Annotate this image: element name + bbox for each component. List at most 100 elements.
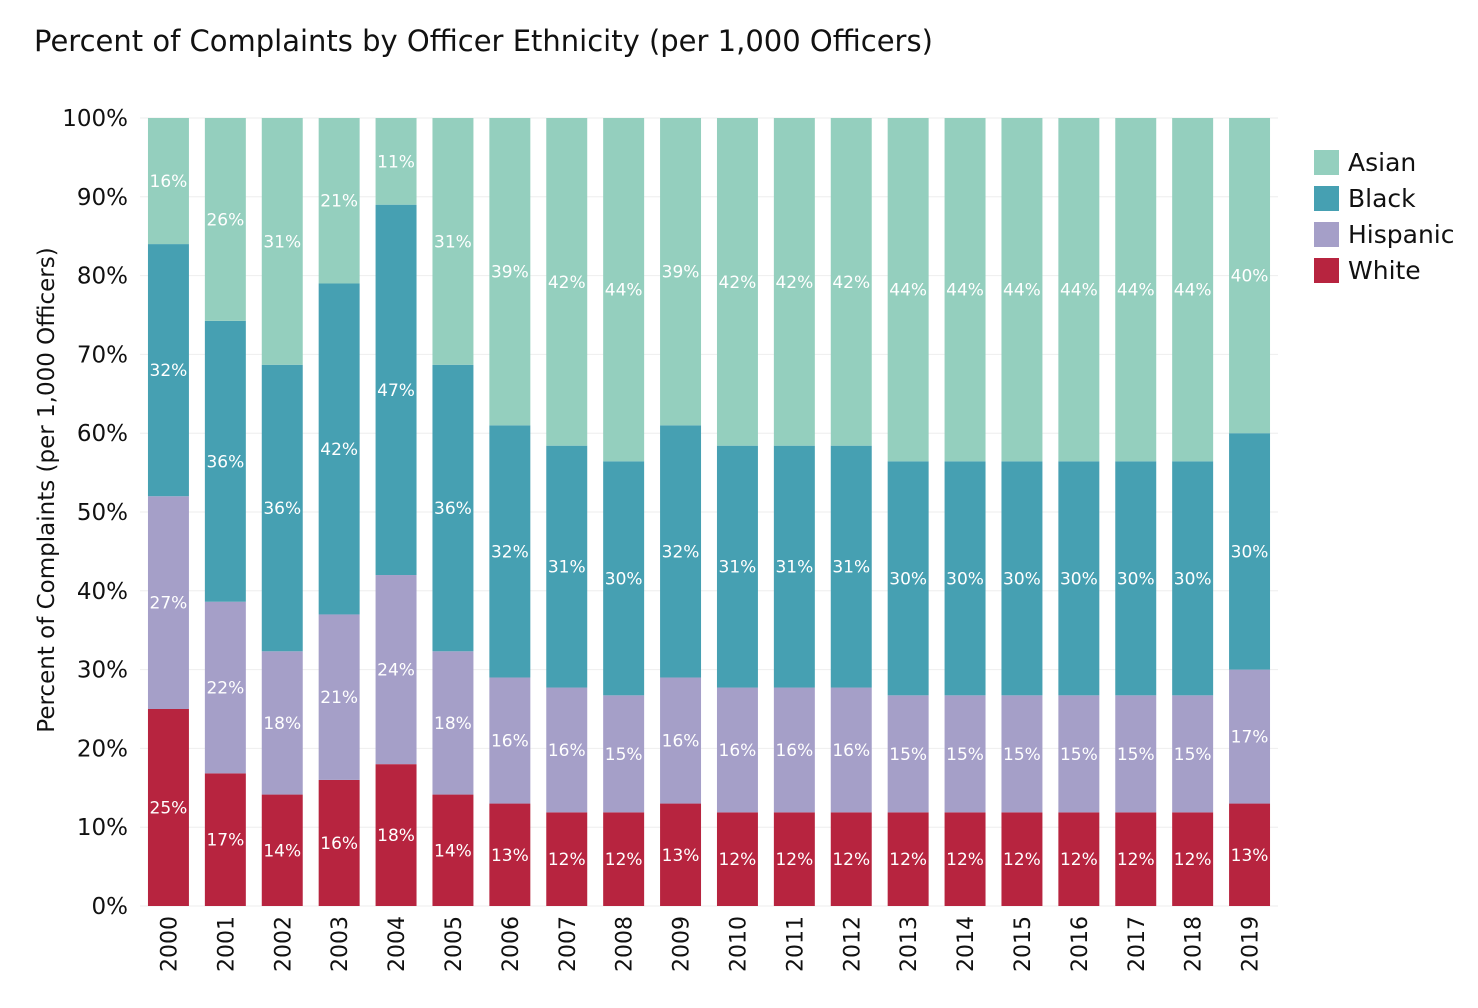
bar-segment-black-2007 <box>546 445 588 688</box>
legend-item-black: Black <box>1314 180 1455 216</box>
bar-segment-hispanic-2002 <box>261 651 303 795</box>
x-tick-label: 2000 <box>157 916 182 972</box>
x-tick-label: 2007 <box>556 916 581 972</box>
data-label-white-2014: 12% <box>946 850 984 870</box>
bar-segment-hispanic-2009 <box>660 677 702 804</box>
data-label-asian-2008: 44% <box>605 281 643 301</box>
bar-segment-black-2016 <box>1058 461 1100 696</box>
bar-segment-white-2003 <box>318 779 360 906</box>
y-axis: 0% 10% 20% 30% 40% 50% 60% 70% 80% 90% 100% <box>62 106 128 920</box>
bar-segment-asian-2005 <box>432 118 474 365</box>
data-label-asian-2001: 26% <box>206 210 244 230</box>
bar-segment-asian-2019 <box>1229 118 1271 434</box>
legend-label: Hispanic <box>1348 219 1455 249</box>
data-label-asian-2002: 31% <box>263 232 301 252</box>
bar-segment-asian-2017 <box>1115 118 1157 462</box>
bar-segment-black-2009 <box>660 425 702 678</box>
y-tick-label: 20% <box>77 736 128 762</box>
data-label-black-2002: 36% <box>263 499 301 519</box>
data-label-black-2006: 32% <box>491 542 529 562</box>
bar-segment-asian-2007 <box>546 118 588 446</box>
x-tick-label: 2016 <box>1068 916 1093 972</box>
x-tick-label: 2013 <box>897 916 922 972</box>
bar-segment-hispanic-2004 <box>375 575 417 765</box>
data-label-asian-2015: 44% <box>1003 281 1041 301</box>
y-tick-label: 10% <box>77 815 128 841</box>
legend-label: Asian <box>1348 147 1417 177</box>
data-label-white-2016: 12% <box>1060 850 1098 870</box>
bar-segment-white-2006 <box>489 803 531 906</box>
data-label-black-2019: 30% <box>1231 542 1269 562</box>
data-label-white-2018: 12% <box>1174 850 1212 870</box>
data-label-black-2016: 30% <box>1060 569 1098 589</box>
bar-segment-hispanic-2019 <box>1229 669 1271 804</box>
data-label-white-2017: 12% <box>1117 850 1155 870</box>
data-label-hispanic-2015: 15% <box>1003 745 1041 765</box>
bar-segment-hispanic-2012 <box>830 687 872 813</box>
data-label-asian-2018: 44% <box>1174 281 1212 301</box>
data-label-black-2003: 42% <box>320 440 358 460</box>
data-label-white-2003: 16% <box>320 834 358 854</box>
data-label-asian-2000: 16% <box>150 172 188 192</box>
bar-segment-black-2004 <box>375 204 417 576</box>
data-label-white-2008: 12% <box>605 850 643 870</box>
x-tick-label: 2015 <box>1011 916 1036 972</box>
y-tick-label: 40% <box>77 579 128 605</box>
bar-segment-white-2009 <box>660 803 702 906</box>
bars <box>147 118 1271 906</box>
data-label-asian-2005: 31% <box>434 232 472 252</box>
legend-swatch <box>1314 185 1339 211</box>
data-label-black-2009: 32% <box>662 542 700 562</box>
x-tick-label: 2011 <box>783 916 808 972</box>
bar-segment-black-2000 <box>147 244 189 497</box>
data-label-asian-2010: 42% <box>719 273 757 293</box>
x-tick-label: 2009 <box>670 916 695 972</box>
legend-item-white: White <box>1314 252 1455 288</box>
bar-segment-asian-2000 <box>147 118 189 245</box>
bar-segment-asian-2004 <box>375 118 417 205</box>
bar-segment-white-2012 <box>830 812 872 906</box>
data-label-hispanic-2007: 16% <box>548 741 586 761</box>
data-label-hispanic-2014: 15% <box>946 745 984 765</box>
data-label-asian-2011: 42% <box>775 273 813 293</box>
bar-segment-hispanic-2005 <box>432 651 474 795</box>
data-label-hispanic-2002: 18% <box>263 714 301 734</box>
legend-item-asian: Asian <box>1314 144 1455 180</box>
x-tick-label: 2004 <box>385 916 410 972</box>
data-label-black-2015: 30% <box>1003 569 1041 589</box>
legend-item-hispanic: Hispanic <box>1314 216 1455 252</box>
bar-segment-black-2011 <box>773 445 815 688</box>
bar-segment-asian-2018 <box>1172 118 1214 462</box>
data-label-hispanic-2003: 21% <box>320 688 358 708</box>
legend-label: White <box>1348 255 1421 285</box>
bar-segment-hispanic-2017 <box>1115 695 1157 813</box>
grid-lines <box>140 117 1278 907</box>
legend: Asian Black Hispanic White <box>1314 144 1455 288</box>
data-label-white-2009: 13% <box>662 846 700 866</box>
bar-segment-hispanic-2007 <box>546 687 588 813</box>
bar-segment-white-2002 <box>261 794 303 906</box>
bar-segment-white-2011 <box>773 812 815 906</box>
data-label-hispanic-2013: 15% <box>889 745 927 765</box>
data-label-white-2000: 25% <box>150 799 188 819</box>
bar-segment-asian-2015 <box>1001 118 1043 462</box>
y-tick-label: 80% <box>77 264 128 290</box>
data-label-hispanic-2010: 16% <box>719 741 757 761</box>
y-tick-label: 60% <box>77 421 128 447</box>
legend-swatch <box>1314 257 1339 283</box>
data-label-white-2007: 12% <box>548 850 586 870</box>
bar-segment-white-2017 <box>1115 812 1157 906</box>
bar-segment-hispanic-2006 <box>489 677 531 804</box>
data-label-black-2008: 30% <box>605 569 643 589</box>
bar-segment-asian-2003 <box>318 118 360 284</box>
y-tick-label: 100% <box>62 106 128 132</box>
bar-segment-black-2015 <box>1001 461 1043 696</box>
bar-segment-black-2008 <box>603 461 645 696</box>
data-label-white-2005: 14% <box>434 841 472 861</box>
bar-segment-hispanic-2010 <box>716 687 758 813</box>
data-label-asian-2016: 44% <box>1060 281 1098 301</box>
bar-segment-black-2003 <box>318 283 360 615</box>
bar-segment-black-2006 <box>489 425 531 678</box>
x-tick-label: 2017 <box>1125 916 1150 972</box>
bar-segment-white-2019 <box>1229 803 1271 906</box>
